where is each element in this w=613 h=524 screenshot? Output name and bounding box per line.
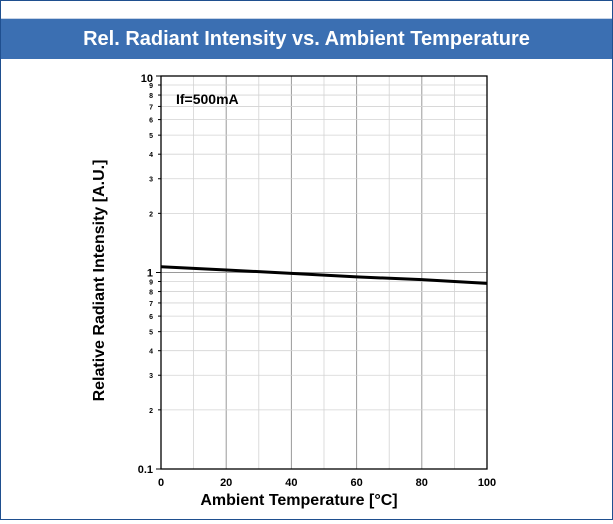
annotation-label: If=500mA: [176, 91, 239, 107]
y-minor-tick-label: 2: [149, 408, 153, 415]
y-minor-tick-label: 9: [149, 83, 153, 90]
chart-title-bar: Rel. Radiant Intensity vs. Ambient Tempe…: [1, 19, 612, 59]
x-tick-label: 20: [220, 477, 232, 489]
x-tick-label: 40: [285, 477, 297, 489]
y-minor-tick-label: 6: [149, 118, 153, 125]
x-tick-label: 60: [350, 477, 362, 489]
y-minor-tick-label: 5: [149, 330, 153, 337]
y-minor-tick-label: 8: [149, 290, 153, 297]
y-axis-title: Relative Radiant Intensity [A.U.]: [91, 160, 108, 402]
y-tick-label: 0.1: [138, 464, 153, 476]
y-minor-tick-label: 6: [149, 314, 153, 321]
grid: [156, 76, 487, 469]
y-minor-tick-label: 5: [149, 133, 153, 140]
y-minor-tick-label: 7: [149, 104, 153, 111]
y-minor-tick-label: 9: [149, 279, 153, 286]
y-minor-tick-label: 4: [149, 152, 153, 159]
top-strip: [1, 1, 612, 19]
chart-title: Rel. Radiant Intensity vs. Ambient Tempe…: [83, 28, 530, 50]
x-axis-title: Ambient Temperature [°C]: [200, 492, 397, 509]
y-minor-tick-label: 2: [149, 211, 153, 218]
x-tick-label: 100: [478, 477, 496, 489]
y-minor-tick-label: 7: [149, 301, 153, 308]
y-minor-tick-label: 4: [149, 349, 153, 356]
x-tick-label: 0: [158, 477, 164, 489]
y-minor-tick-label: 8: [149, 93, 153, 100]
y-minor-tick-label: 3: [149, 373, 153, 380]
x-tick-label: 80: [416, 477, 428, 489]
y-minor-tick-label: 3: [149, 177, 153, 184]
y-tick-label: 1: [147, 268, 153, 280]
